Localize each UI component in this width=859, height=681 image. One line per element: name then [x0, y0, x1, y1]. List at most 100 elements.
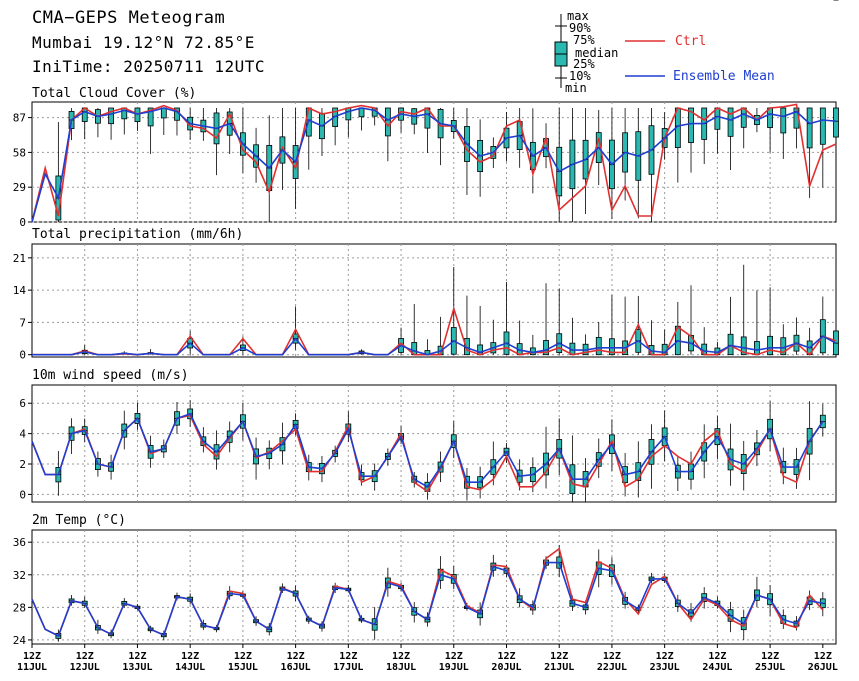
x-tick-hour: 12Z	[814, 651, 832, 662]
ensemble-box	[121, 107, 128, 135]
x-tick-hour: 12Z	[550, 651, 568, 662]
box-body	[727, 333, 734, 356]
ensemble-box	[160, 107, 167, 135]
y-tick-label: 21	[13, 252, 26, 265]
ensemble-box	[477, 305, 484, 356]
box-body	[806, 107, 813, 149]
panel-1: Total precipitation (mm/6h) 0 7 14 21	[13, 227, 839, 362]
x-tick-date: 26JUL	[808, 662, 838, 673]
ensemble-box	[674, 107, 681, 183]
ensemble-box	[81, 345, 88, 355]
x-tick-hour: 12Z	[603, 651, 621, 662]
ensemble-box	[411, 304, 418, 356]
box-body	[780, 107, 787, 134]
x-tick-date: 25JUL	[755, 662, 785, 673]
panel-2: 10m wind speed (m/s) 0 2 4 6	[19, 0, 839, 503]
ensemble-box	[754, 576, 760, 608]
mean-line	[31, 107, 837, 223]
box-body	[754, 341, 760, 356]
ensemble-box	[266, 440, 273, 470]
panel-title: 10m wind speed (m/s)	[32, 368, 189, 383]
x-tick-hour: 12Z	[761, 651, 779, 662]
panel-0: Total Cloud Cover (%) 0 29 58 87	[13, 86, 839, 229]
box-body	[727, 107, 734, 137]
ensemble-box	[819, 592, 826, 617]
box-body	[147, 107, 154, 127]
x-tick-date: 17JUL	[333, 662, 363, 673]
ensemble-box	[556, 418, 563, 476]
panel-title: Total Cloud Cover (%)	[32, 86, 196, 101]
box-body	[384, 107, 391, 137]
box-body	[714, 107, 721, 130]
ensemble-box	[569, 435, 576, 502]
panel-frame	[31, 384, 837, 503]
x-tick-hour: 12Z	[76, 651, 94, 662]
y-tick-label: 28	[13, 601, 26, 614]
ctrl-line	[31, 103, 837, 223]
ensemble-box	[635, 108, 642, 219]
legend-label-p10: 10%	[569, 69, 591, 83]
ensemble-box	[477, 119, 484, 197]
panel-frame	[31, 243, 837, 358]
x-tick-date: 18JUL	[386, 662, 416, 673]
x-tick-date: 16JUL	[281, 662, 311, 673]
ensemble-box	[529, 108, 536, 194]
y-tick-label: 36	[13, 536, 26, 549]
init-time-label: IniTime: 20250711 12UTC	[32, 57, 266, 76]
y-tick-label: 32	[13, 569, 26, 582]
ensemble-box	[727, 107, 734, 171]
x-tick-date: 13JUL	[122, 662, 152, 673]
ensemble-box	[543, 426, 549, 489]
legend-ctrl-label: Ctrl	[675, 34, 706, 49]
x-tick-date: 12JUL	[70, 662, 100, 673]
y-tick-label: 87	[13, 112, 26, 125]
x-tick-hour: 12Z	[708, 651, 726, 662]
legend-label-p25: 25%	[573, 57, 595, 71]
mean-line	[32, 335, 837, 356]
legend-label-p90: 90%	[569, 21, 591, 35]
ensemble-box	[134, 402, 141, 430]
location-label: Mumbai 19.12°N 72.85°E	[32, 33, 255, 52]
y-tick-label: 29	[13, 181, 26, 194]
box-body	[767, 335, 773, 356]
ensemble-box	[819, 403, 826, 437]
ensemble-box	[543, 283, 549, 356]
box-body	[740, 336, 747, 356]
box-body	[688, 107, 694, 143]
x-tick-hour: 12Z	[128, 651, 146, 662]
x-tick-date: 22JUL	[597, 662, 627, 673]
ensemble-box	[398, 327, 404, 355]
x-tick-hour: 12Z	[181, 651, 199, 662]
ensemble-box	[767, 401, 773, 452]
box-body	[595, 336, 602, 356]
x-tick-date: 11JUL	[17, 662, 47, 673]
y-tick-label: 7	[19, 316, 26, 329]
x-axis: 12Z11JUL12Z12JUL12Z13JUL12Z14JUL12Z15JUL…	[17, 644, 838, 673]
x-tick-hour: 12Z	[445, 651, 463, 662]
legend: max 90% 75% median 25% 10% min Ctrl Ense…	[554, 9, 775, 95]
x-tick-date: 24JUL	[702, 662, 732, 673]
ensemble-box	[609, 295, 615, 356]
panel-frame	[31, 529, 837, 645]
ensemble-box	[332, 107, 339, 146]
ensemble-box	[200, 108, 207, 141]
y-tick-label: 24	[13, 634, 27, 647]
x-tick-date: 21JUL	[544, 662, 574, 673]
x-tick-date: 15JUL	[228, 662, 258, 673]
x-tick-date: 23JUL	[650, 662, 680, 673]
mean-line	[31, 412, 824, 488]
y-tick-label: 58	[13, 146, 26, 159]
box-body	[543, 340, 549, 356]
ensemble-box	[780, 324, 787, 356]
box-body	[609, 338, 615, 356]
ensemble-box	[450, 108, 457, 139]
mean-line	[31, 561, 823, 638]
ensemble-box	[424, 339, 431, 356]
ensemble-box	[767, 287, 773, 356]
x-tick-hour: 12Z	[234, 651, 252, 662]
ensemble-box	[213, 108, 220, 176]
legend-boxplot-icon	[554, 14, 568, 88]
x-tick-date: 20JUL	[491, 662, 521, 673]
chart-title: CMA−GEPS Meteogram	[32, 8, 226, 28]
ensemble-box	[727, 423, 734, 486]
